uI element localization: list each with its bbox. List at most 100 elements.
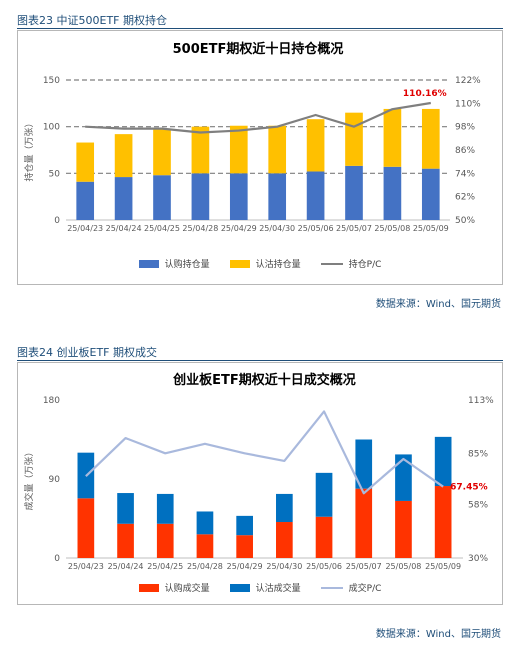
bar-segment bbox=[76, 142, 95, 182]
x-tick-label: 25/04/30 bbox=[259, 224, 295, 233]
bar-segment bbox=[196, 511, 214, 535]
y2-tick-label: 50% bbox=[455, 216, 475, 226]
bar-segment bbox=[355, 488, 373, 558]
legend-item-call-volume: 认购成交量 bbox=[138, 581, 210, 594]
legend-swatch-call bbox=[138, 583, 159, 592]
bar-segment bbox=[434, 486, 452, 558]
y-tick-label: 180 bbox=[43, 396, 60, 406]
y-tick-label: 100 bbox=[43, 123, 60, 133]
bar-segment bbox=[345, 112, 363, 166]
bar-segment bbox=[421, 168, 440, 220]
legend-swatch-put bbox=[229, 259, 250, 268]
bar-segment bbox=[315, 516, 333, 558]
bar-segment bbox=[306, 171, 325, 220]
x-tick-label: 25/04/29 bbox=[221, 224, 257, 233]
y2-tick-label: 58% bbox=[468, 501, 488, 511]
y2-tick-label: 85% bbox=[468, 449, 488, 459]
bar-segment bbox=[114, 134, 133, 178]
y2-tick-label: 30% bbox=[468, 554, 488, 564]
x-tick-label: 25/05/07 bbox=[336, 224, 372, 233]
bar-segment bbox=[395, 500, 412, 558]
pc-ratio-line bbox=[85, 101, 431, 134]
bar-segment bbox=[114, 177, 133, 220]
y2-tick-label: 113% bbox=[468, 396, 494, 406]
y-axis-label: 成交量（万张） bbox=[23, 447, 35, 510]
x-tick-label: 25/04/23 bbox=[67, 224, 103, 233]
holdings-chart: 500ETF期权近十日持仓概况 0 50 100 150 50% 62% 74% 86% 98% 1… bbox=[23, 41, 481, 233]
data-source-note: 数据来源：Wind、国元期货 bbox=[375, 299, 501, 310]
legend-swatch-call bbox=[138, 259, 159, 268]
bar-segment bbox=[395, 454, 412, 501]
legend-label: 认沽持仓量 bbox=[255, 260, 301, 270]
x-tick-label: 25/05/06 bbox=[306, 562, 342, 571]
y-tick-label: 90 bbox=[49, 475, 61, 485]
pc-ratio-line bbox=[85, 410, 444, 495]
x-tick-label: 25/05/08 bbox=[385, 562, 421, 571]
pc-value-label: 67.45% bbox=[450, 483, 488, 493]
bar-segment bbox=[276, 493, 293, 523]
x-tick-label: 25/04/28 bbox=[187, 562, 223, 571]
bar-segment bbox=[421, 108, 440, 169]
bar-segment bbox=[345, 165, 363, 220]
chart-title: 创业板ETF期权近十日成交概况 bbox=[172, 372, 356, 388]
x-tick-label: 25/04/28 bbox=[182, 224, 218, 233]
x-tick-label: 25/04/24 bbox=[106, 224, 142, 233]
volume-chart-panel: 创业板ETF期权近十日成交概况 0 90 180 30% 58% 85% 113% 成交量（万张… bbox=[17, 362, 503, 605]
y-tick-label: 0 bbox=[54, 216, 60, 226]
bar-segment bbox=[315, 472, 333, 517]
bar-segment bbox=[236, 515, 253, 536]
bar-segment bbox=[156, 523, 174, 558]
x-tick-label: 25/05/06 bbox=[298, 224, 334, 233]
legend-label: 成交P/C bbox=[348, 584, 382, 594]
bar-segment bbox=[229, 173, 248, 220]
x-tick-label: 25/05/09 bbox=[425, 562, 461, 571]
bar-segment bbox=[276, 522, 293, 558]
bar-segment bbox=[156, 493, 174, 524]
y2-tick-label: 86% bbox=[455, 146, 475, 156]
bar-segment bbox=[76, 181, 95, 220]
legend-swatch-put bbox=[229, 583, 250, 592]
volume-chart: 创业板ETF期权近十日成交概况 0 90 180 30% 58% 85% 113% 成交量（万张… bbox=[23, 372, 494, 571]
x-tick-label: 25/05/07 bbox=[346, 562, 382, 571]
volume-legend: 认购成交量 认沽成交量 成交P/C bbox=[18, 581, 502, 594]
x-tick-label: 25/04/25 bbox=[144, 224, 180, 233]
x-tick-label: 25/04/24 bbox=[108, 562, 144, 571]
caption-rule bbox=[17, 360, 503, 361]
bar-segment bbox=[153, 175, 171, 220]
y2-tick-label: 110% bbox=[455, 99, 481, 109]
bar-segment bbox=[153, 129, 171, 176]
y-axis-label: 持仓量（万张） bbox=[23, 118, 35, 181]
bar-segment bbox=[117, 523, 134, 558]
y2-tick-label: 98% bbox=[455, 123, 475, 133]
y-tick-label: 0 bbox=[54, 554, 60, 564]
x-tick-label: 25/04/25 bbox=[147, 562, 183, 571]
figure-caption-volume: 图表24 创业板ETF 期权成交 bbox=[17, 346, 157, 359]
legend-item-put-holdings: 认沽持仓量 bbox=[229, 257, 301, 270]
bar-segment bbox=[383, 166, 402, 220]
legend-item-pc-holdings: 持仓P/C bbox=[320, 257, 381, 270]
y2-tick-label: 74% bbox=[455, 169, 475, 179]
x-tick-label: 25/04/23 bbox=[68, 562, 104, 571]
bar-segment bbox=[229, 125, 248, 174]
bar-segment bbox=[77, 498, 95, 558]
y-tick-label: 50 bbox=[49, 169, 61, 179]
holdings-chart-panel: 500ETF期权近十日持仓概况 0 50 100 150 50% 62% 74% 86% 98% 1… bbox=[17, 30, 503, 285]
y-tick-label: 150 bbox=[43, 76, 60, 86]
legend-item-pc-volume: 成交P/C bbox=[320, 581, 382, 594]
legend-swatch-pc bbox=[320, 586, 343, 589]
x-tick-label: 25/05/09 bbox=[413, 224, 449, 233]
chart-title: 500ETF期权近十日持仓概况 bbox=[173, 41, 344, 57]
bar-segment bbox=[306, 119, 325, 172]
data-source-note: 数据来源：Wind、国元期货 bbox=[375, 629, 501, 640]
bar-segment bbox=[196, 534, 214, 558]
bar-segment bbox=[117, 493, 134, 524]
legend-swatch-pc bbox=[320, 262, 343, 265]
y2-tick-label: 122% bbox=[455, 76, 481, 86]
pc-value-label: 110.16% bbox=[403, 89, 447, 99]
caption-rule bbox=[17, 28, 503, 29]
x-tick-label: 25/05/08 bbox=[374, 224, 410, 233]
x-tick-label: 25/04/29 bbox=[227, 562, 263, 571]
legend-label: 认沽成交量 bbox=[255, 584, 301, 594]
bar-segment bbox=[268, 125, 287, 174]
x-tick-label: 25/04/30 bbox=[266, 562, 302, 571]
